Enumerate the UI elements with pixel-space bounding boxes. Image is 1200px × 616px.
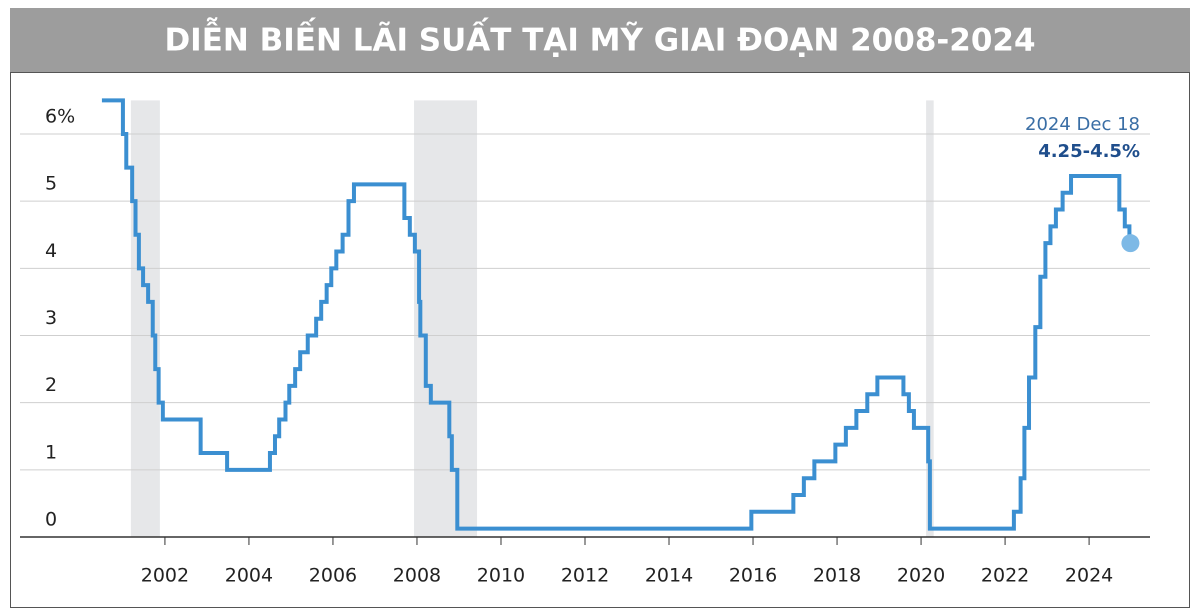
frame	[10, 72, 1190, 608]
x-tick-label: 2012	[561, 565, 609, 587]
x-tick-label: 2016	[729, 565, 777, 587]
last-point	[1121, 234, 1140, 253]
x-tick-label: 2010	[477, 565, 525, 587]
chart-title: DIỄN BIẾN LÃI SUẤT TẠI MỸ GIAI ĐOẠN 2008…	[164, 18, 1035, 59]
recession-shade	[130, 100, 160, 538]
x-tick-label: 2008	[393, 565, 441, 587]
y-tick-label: 5	[45, 173, 57, 195]
recession-shade	[414, 100, 478, 538]
x-tick-label: 2020	[897, 565, 945, 587]
y-tick-label: 6%	[45, 105, 75, 127]
annotation-date: 2024 Dec 18	[1025, 114, 1140, 135]
y-tick-label: 1	[45, 441, 57, 463]
recession-shade	[926, 100, 934, 538]
y-tick-label: 4	[45, 240, 57, 262]
y-tick-label: 0	[45, 509, 57, 531]
y-tick-label: 2	[45, 374, 57, 396]
x-tick-label: 2006	[309, 565, 357, 587]
title-banner	[10, 8, 1190, 72]
x-tick-label: 2018	[813, 565, 861, 587]
x-tick-label: 2014	[645, 565, 693, 587]
y-tick-label: 3	[45, 307, 57, 329]
x-tick-label: 2002	[141, 565, 189, 587]
x-tick-label: 2004	[225, 565, 273, 587]
x-tick-label: 2024	[1065, 565, 1113, 587]
plot-area: 0 1 2 3 4 5 6% 2002 2004 2006 2008 2010 2012 2014 2016…	[20, 98, 1150, 587]
x-tick-label: 2022	[981, 565, 1029, 587]
annotation-value: 4.25-4.5%	[1038, 141, 1140, 162]
rate-line	[101, 98, 1132, 531]
